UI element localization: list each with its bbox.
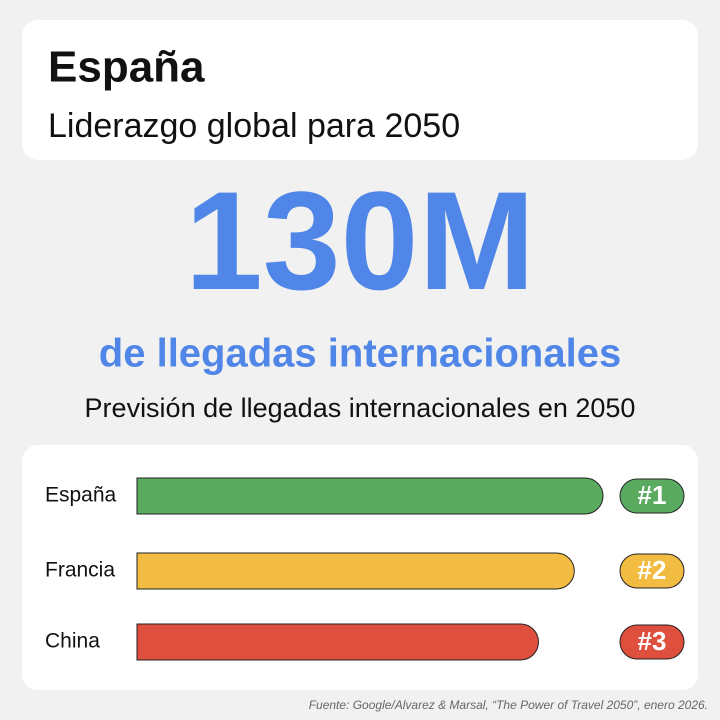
rank-badge (619, 478, 685, 514)
rank-label: #3 (638, 626, 667, 656)
source: Fuente: Google/Alvarez & Marsal, “The Po… (309, 698, 708, 712)
headline-label: de llegadas internacionales (99, 332, 621, 376)
category-label: España (45, 484, 117, 507)
bar-chart: España #1 Francia #2 China #3 (45, 477, 685, 661)
bar (136, 623, 539, 661)
headline-figure: 130M (185, 162, 535, 319)
bar (136, 477, 604, 515)
category-label: China (45, 630, 100, 653)
rank-label: #1 (638, 480, 667, 510)
subtitle: Liderazgo global para 2050 (48, 107, 460, 145)
bar (136, 552, 575, 590)
chart-title: Previsión de llegadas internacionales en… (85, 393, 636, 423)
rank-label: #2 (638, 555, 667, 585)
rank-badge (619, 553, 685, 589)
category-label: Francia (45, 559, 115, 582)
rank-badge (619, 624, 685, 660)
header-card (22, 20, 698, 160)
title: España (48, 43, 205, 92)
